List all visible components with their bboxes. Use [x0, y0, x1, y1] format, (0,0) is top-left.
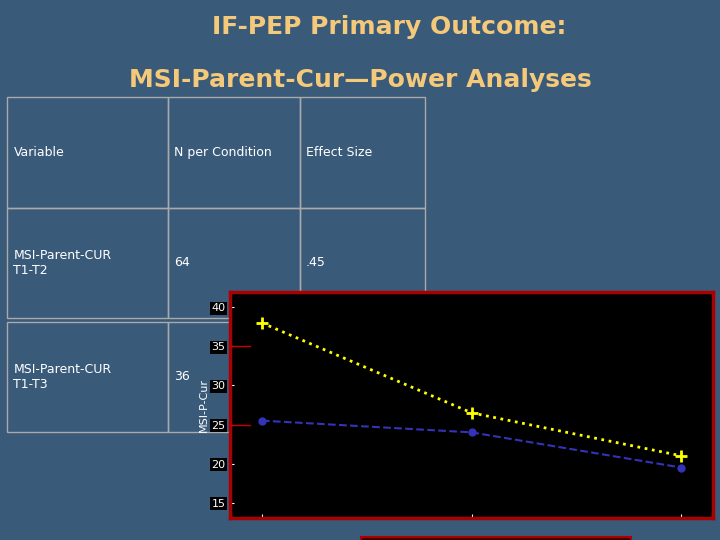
Text: MSI-Parent-Cur—Power Analyses: MSI-Parent-Cur—Power Analyses [129, 68, 591, 92]
Bar [7, 97, 168, 208]
Bar [168, 321, 300, 432]
Text: .60: .60 [306, 370, 325, 383]
Bar [7, 321, 168, 432]
Text: .45: .45 [306, 256, 325, 269]
Text: Effect Size: Effect Size [306, 146, 372, 159]
Bar [300, 97, 425, 208]
Text: N per Condition: N per Condition [174, 146, 272, 159]
Bar [168, 208, 300, 318]
Bar [168, 97, 300, 208]
Bar [300, 321, 425, 432]
Bar [361, 537, 631, 540]
Y-axis label: MSI-P-Cur: MSI-P-Cur [199, 378, 209, 432]
Text: Variable: Variable [14, 146, 64, 159]
Text: 36: 36 [174, 370, 190, 383]
Text: MSI-Parent-CUR
T1-T3: MSI-Parent-CUR T1-T3 [14, 363, 112, 391]
Bar [300, 208, 425, 318]
Text: IF-PEP Primary Outcome:: IF-PEP Primary Outcome: [212, 15, 566, 39]
Text: MSI-Parent-CUR
T1-T2: MSI-Parent-CUR T1-T2 [14, 249, 112, 277]
Bar [7, 208, 168, 318]
Text: 64: 64 [174, 256, 190, 269]
